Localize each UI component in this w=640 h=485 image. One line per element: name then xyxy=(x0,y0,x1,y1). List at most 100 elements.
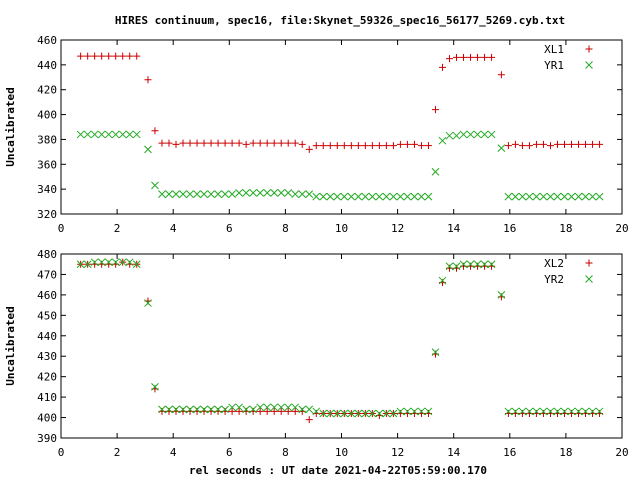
data-point xyxy=(186,405,194,414)
data-point xyxy=(532,407,541,416)
data-point xyxy=(256,139,264,147)
data-point xyxy=(546,142,554,150)
data-point xyxy=(389,409,398,418)
data-point xyxy=(179,190,187,198)
data-point xyxy=(575,140,583,148)
data-point xyxy=(333,142,341,150)
data-point xyxy=(242,405,250,414)
data-point xyxy=(284,189,293,197)
data-point xyxy=(403,407,412,416)
data-point xyxy=(291,139,299,147)
legend-label: YR1 xyxy=(544,59,564,72)
data-point xyxy=(291,403,300,412)
data-point xyxy=(474,53,482,61)
data-point xyxy=(97,130,106,139)
data-point xyxy=(151,383,159,391)
data-point xyxy=(242,140,250,148)
data-point xyxy=(319,192,328,201)
x-tick-label: 10 xyxy=(335,446,348,459)
data-point xyxy=(158,139,166,147)
data-point xyxy=(382,142,390,150)
data-point xyxy=(132,260,141,269)
data-point xyxy=(574,192,583,201)
data-point xyxy=(221,139,229,147)
x-tick-label: 14 xyxy=(447,222,461,235)
data-point xyxy=(532,192,541,201)
x-tick-label: 20 xyxy=(615,222,628,235)
y-tick-label: 430 xyxy=(37,350,57,363)
data-point xyxy=(144,299,152,307)
data-point xyxy=(242,189,250,197)
x-tick-label: 4 xyxy=(170,222,177,235)
data-point xyxy=(497,144,506,152)
y-tick-label: 460 xyxy=(37,34,57,47)
data-point xyxy=(125,130,134,139)
data-point xyxy=(424,142,432,150)
data-point xyxy=(158,405,166,414)
data-point xyxy=(368,142,376,150)
data-point xyxy=(511,407,520,416)
data-point xyxy=(319,142,327,150)
data-point xyxy=(410,407,419,416)
y-tick-label: 380 xyxy=(37,133,57,146)
data-point xyxy=(497,71,505,79)
data-point xyxy=(214,405,222,414)
data-point xyxy=(158,190,166,198)
data-point xyxy=(511,192,520,201)
data-point xyxy=(560,192,569,201)
data-point xyxy=(560,140,568,148)
data-point xyxy=(179,139,187,147)
x-tick-label: 12 xyxy=(391,446,404,459)
legend-label: XL1 xyxy=(544,43,564,56)
data-point xyxy=(263,403,272,412)
data-point xyxy=(417,192,426,201)
data-point xyxy=(417,407,426,416)
data-point xyxy=(487,130,496,139)
data-point xyxy=(333,409,342,418)
data-point xyxy=(424,407,433,416)
y-axis-label: Uncalibrated xyxy=(4,87,17,166)
data-point xyxy=(270,403,279,412)
data-point xyxy=(581,407,590,416)
data-point xyxy=(410,192,419,201)
data-point xyxy=(291,190,300,198)
data-point xyxy=(144,76,152,84)
data-point xyxy=(396,140,404,148)
data-point xyxy=(165,139,173,147)
x-tick-label: 4 xyxy=(170,446,177,459)
data-point xyxy=(277,407,285,415)
panel-1: 0 2 4 6 8 10 12 14 16 18 20 320 340 360 380 400 420 440 46… xyxy=(4,34,629,235)
x-tick-label: 16 xyxy=(503,446,516,459)
data-point xyxy=(375,142,383,150)
data-point xyxy=(424,192,433,201)
data-point xyxy=(326,192,335,201)
x-tick-label: 20 xyxy=(615,446,628,459)
data-point xyxy=(340,192,349,201)
data-point xyxy=(249,139,257,147)
data-point xyxy=(546,407,555,416)
data-point xyxy=(438,136,447,145)
data-point xyxy=(553,192,562,201)
y-tick-label: 390 xyxy=(37,432,57,445)
data-point xyxy=(172,140,180,148)
data-point xyxy=(525,192,534,201)
series-yr2 xyxy=(76,258,604,418)
data-point xyxy=(284,139,292,147)
data-point xyxy=(284,407,292,415)
x-tick-label: 18 xyxy=(559,446,572,459)
data-point xyxy=(361,142,369,150)
data-point xyxy=(567,192,576,201)
data-point xyxy=(396,407,405,416)
data-point xyxy=(504,407,513,416)
y-tick-label: 360 xyxy=(37,158,57,171)
data-point xyxy=(97,258,106,267)
data-point xyxy=(504,142,512,150)
y-tick-label: 470 xyxy=(37,268,57,281)
data-point xyxy=(525,407,534,416)
data-point xyxy=(111,130,120,139)
data-point xyxy=(539,140,547,148)
y-tick-label: 460 xyxy=(37,289,57,302)
data-point xyxy=(389,192,398,201)
